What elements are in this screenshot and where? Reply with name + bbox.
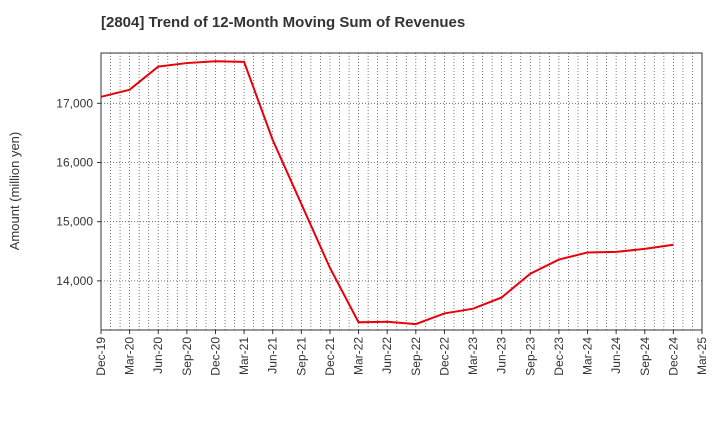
chart-title: [2804] Trend of 12-Month Moving Sum of R…	[101, 14, 466, 31]
x-tick-label: Mar-20	[123, 337, 137, 375]
x-tick-label: Dec-24	[666, 337, 680, 376]
x-tick-label: Sep-24	[638, 337, 652, 376]
x-tick-label: Jun-24	[609, 337, 623, 374]
x-tick-label: Jun-23	[495, 337, 509, 374]
x-tick-label: Mar-22	[352, 337, 366, 375]
x-tick-label: Mar-25	[695, 337, 709, 375]
series-line	[100, 60, 674, 326]
x-tick-label: Jun-20	[151, 337, 165, 374]
y-tick-label: 17,000	[56, 96, 93, 110]
x-tick-label: Jun-22	[380, 337, 394, 374]
x-tick-label: Jun-21	[266, 337, 280, 374]
x-tick-label: Sep-21	[294, 337, 308, 376]
plot-frame	[100, 52, 703, 331]
x-tick-label: Sep-20	[180, 337, 194, 376]
y-tick-label: 16,000	[56, 155, 93, 169]
x-tick-label: Sep-22	[409, 337, 423, 376]
y-axis-label: Amount (million yen)	[7, 132, 22, 251]
y-tick-label: 15,000	[56, 215, 93, 229]
x-tick-label: Dec-19	[94, 337, 108, 376]
y-tick-label: 14,000	[56, 274, 93, 288]
x-tick-label: Mar-24	[581, 337, 595, 375]
x-tick-label: Mar-21	[237, 337, 251, 375]
x-tick-label: Dec-21	[323, 337, 337, 376]
x-tick-label: Dec-22	[437, 337, 451, 376]
x-tick-label: Sep-23	[523, 337, 537, 376]
x-tick-label: Dec-23	[552, 337, 566, 376]
grid-layer	[101, 53, 702, 330]
x-axis: Dec-19 Mar-20 Jun-20 Sep-20 Dec-20 Mar-21 Jun-…	[94, 330, 709, 376]
x-tick-label: Dec-20	[208, 337, 222, 376]
y-axis: 14,000 15,000 16,000 17,000	[56, 96, 101, 288]
x-tick-label: Mar-23	[466, 337, 480, 375]
